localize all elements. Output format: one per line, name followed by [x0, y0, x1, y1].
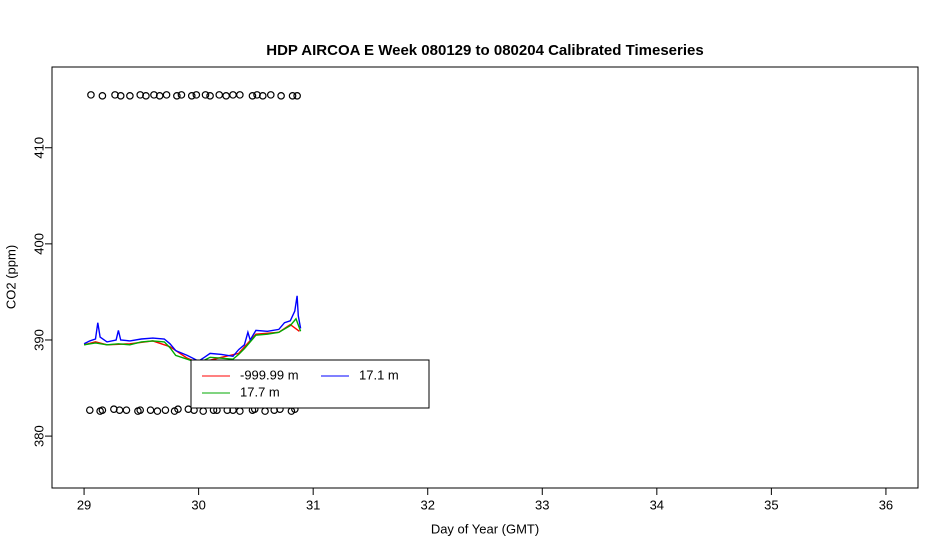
point [136, 406, 145, 414]
point [116, 92, 125, 100]
series-line [83, 295, 302, 362]
point [142, 92, 150, 100]
y-tick-label: 410 [31, 137, 46, 159]
series-line [83, 317, 302, 364]
point [261, 407, 269, 415]
point [161, 406, 170, 414]
point [266, 91, 275, 99]
x-tick-label: 29 [77, 497, 91, 512]
point [236, 91, 244, 99]
y-tick-label: 380 [31, 425, 46, 447]
point [258, 92, 267, 100]
x-tick-label: 30 [191, 497, 205, 512]
y-tick-label: 390 [31, 329, 46, 351]
point [248, 92, 257, 100]
x-tick-label: 36 [879, 497, 893, 512]
point [87, 91, 95, 99]
x-tick-label: 31 [306, 497, 320, 512]
point [98, 406, 107, 414]
point [199, 407, 208, 415]
plot-frame [51, 66, 919, 489]
point [162, 91, 171, 99]
y-axis-label: CO2 (ppm) [3, 245, 18, 309]
point [173, 92, 181, 100]
point [206, 92, 214, 100]
point [229, 91, 237, 99]
x-tick-label: 33 [535, 497, 549, 512]
point [288, 92, 297, 100]
point [215, 91, 224, 99]
point [187, 92, 196, 100]
point [153, 407, 162, 415]
x-tick-label: 35 [764, 497, 778, 512]
x-tick-label: 34 [650, 497, 664, 512]
point [122, 406, 131, 414]
point [98, 92, 107, 100]
y-tick-label: 400 [31, 233, 46, 255]
point [126, 92, 134, 100]
legend-label: 17.1 m [359, 367, 399, 382]
legend-box [190, 359, 430, 409]
point [293, 92, 301, 100]
legend-label: -999.99 m [240, 367, 299, 382]
point [201, 91, 210, 99]
legend-label: 17.7 m [240, 384, 280, 399]
point [277, 92, 285, 100]
point [174, 405, 182, 413]
point [222, 92, 230, 100]
chart-title: HDP AIRCOA E Week 080129 to 080204 Calib… [266, 42, 703, 59]
point [192, 91, 201, 99]
point [177, 91, 186, 99]
point [86, 406, 94, 414]
x-axis-label: Day of Year (GMT) [431, 521, 539, 536]
point [236, 407, 244, 415]
point [146, 406, 155, 414]
x-tick-label: 32 [420, 497, 434, 512]
